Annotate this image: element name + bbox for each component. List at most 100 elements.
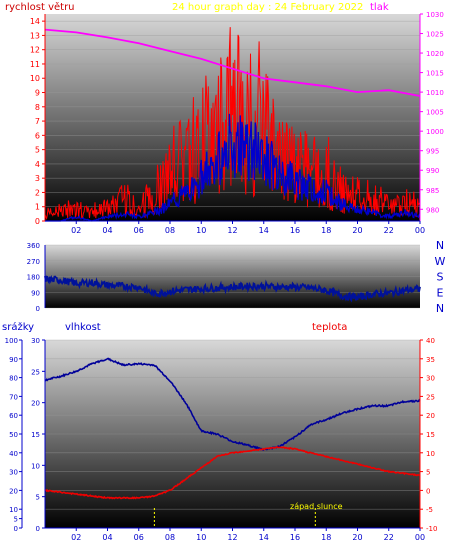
y-tick-label: 10 [31,462,40,470]
y-tick-label: 12 [30,46,40,55]
humidity-line [44,357,421,451]
x-tick-label: 10 [196,533,206,542]
y-tick-label: 40 [426,337,435,345]
y-tick-label: 4 [35,160,40,169]
y-tick-label: 0 [36,525,40,533]
y-tick-label: 7 [35,117,40,126]
x-tick-label: 08 [165,226,175,235]
y-tick-label: 11 [30,60,40,69]
y-tick-label: -10 [426,525,437,533]
humidity-temperature-panel: 0 5 10 20 30 40 50 60 70 80 90 100 0 5 10 15 20 25 30 -10… [5,337,438,542]
y-tick-label: 10 [30,74,40,83]
y-tick-label: 990 [426,167,439,175]
pressure-label: tlak [370,2,389,13]
y-tick-label: 270 [27,258,40,266]
wind-gust-line [44,27,421,220]
y-tick-label: 3 [35,174,40,183]
y-tick-label: 50 [9,431,18,439]
y-tick-label: -5 [426,506,433,514]
y-tick-label: 1010 [426,89,444,97]
y-tick-label: 70 [9,393,18,401]
compass-label: N [436,302,444,315]
wind-average-line [45,113,421,222]
compass-label: E [437,286,444,299]
precip-label: srážky [2,321,34,333]
y-tick-label: 5 [36,494,40,502]
y-tick-label: 1000 [426,128,444,136]
y-tick-label: 60 [9,412,18,420]
x-tick-label: 20 [352,533,362,542]
y-tick-label: 30 [426,375,435,383]
x-tick-label: 02 [71,533,81,542]
y-tick-label: 25 [426,393,435,401]
y-tick-label: 90 [9,356,18,364]
y-tick-label: 360 [27,242,40,250]
y-tick-label: 6 [35,131,40,140]
y-tick-label: 25 [31,368,40,376]
y-tick-label: 985 [426,187,439,195]
y-tick-label: 1025 [426,31,444,39]
y-tick-label: 14 [30,17,40,26]
x-tick-label: 20 [352,226,362,235]
y-tick-label: 5 [426,469,430,477]
y-tick-label: 9 [35,89,40,98]
y-tick-label: 980 [426,206,439,214]
y-tick-label: 1030 [426,11,444,19]
x-tick-label: 18 [321,226,331,235]
compass-label: S [437,271,444,284]
y-tick-label: 0 [426,487,430,495]
y-tick-label: 15 [31,431,40,439]
temperature-line [44,445,420,500]
graph-title: 24 hour graph day : 24 February 2022 [172,2,363,13]
y-tick-label: 30 [31,337,40,345]
x-tick-label: 06 [134,533,144,542]
x-tick-label: 12 [227,226,237,235]
y-tick-label: 0 [35,217,40,226]
x-tick-label: 06 [134,226,144,235]
x-tick-label: 22 [384,533,394,542]
x-tick-label: 14 [259,533,269,542]
y-tick-label: 40 [9,450,18,458]
y-tick-label: 20 [9,487,18,495]
x-tick-label: 00 [415,226,425,235]
y-tick-label: 20 [426,412,435,420]
y-tick-label: 8 [35,103,40,112]
y-tick-label: 100 [5,337,18,345]
y-tick-label: 90 [31,289,40,297]
y-tick-label: 0 [36,305,40,313]
x-tick-label: 22 [384,226,394,235]
x-tick-label: 18 [321,533,331,542]
y-tick-label: 1005 [426,109,444,117]
compass-label: W [435,255,446,268]
y-tick-label: 995 [426,148,439,156]
x-tick-label: 02 [71,226,81,235]
compass-label: N [436,239,444,252]
y-tick-label: 20 [31,400,40,408]
y-tick-label: 10 [9,506,18,514]
y-tick-label: 2 [35,188,40,197]
x-tick-label: 04 [102,533,112,542]
x-tick-label: 14 [259,226,269,235]
y-tick-label: 1020 [426,50,444,58]
y-tick-label: 1 [35,203,40,212]
x-tick-label: 12 [227,533,237,542]
wind-plot-area [45,14,420,221]
wind-direction-line [44,274,421,303]
y-tick-label: 13 [30,31,40,40]
y-tick-label: 30 [9,469,18,477]
x-tick-label: 16 [290,226,300,235]
x-tick-label: 16 [290,533,300,542]
wind-speed-label: rychlost větru [5,1,75,13]
y-tick-label: 80 [9,375,18,383]
y-tick-label: 1015 [426,70,444,78]
y-tick-label: 180 [27,274,40,282]
x-tick-label: 08 [165,533,175,542]
y-tick-label: 5 [14,516,18,524]
x-tick-label: 04 [102,226,112,235]
humidity-label: vlhkost [65,322,101,333]
temperature-label: teplota [312,322,347,333]
y-tick-label: 35 [426,356,435,364]
